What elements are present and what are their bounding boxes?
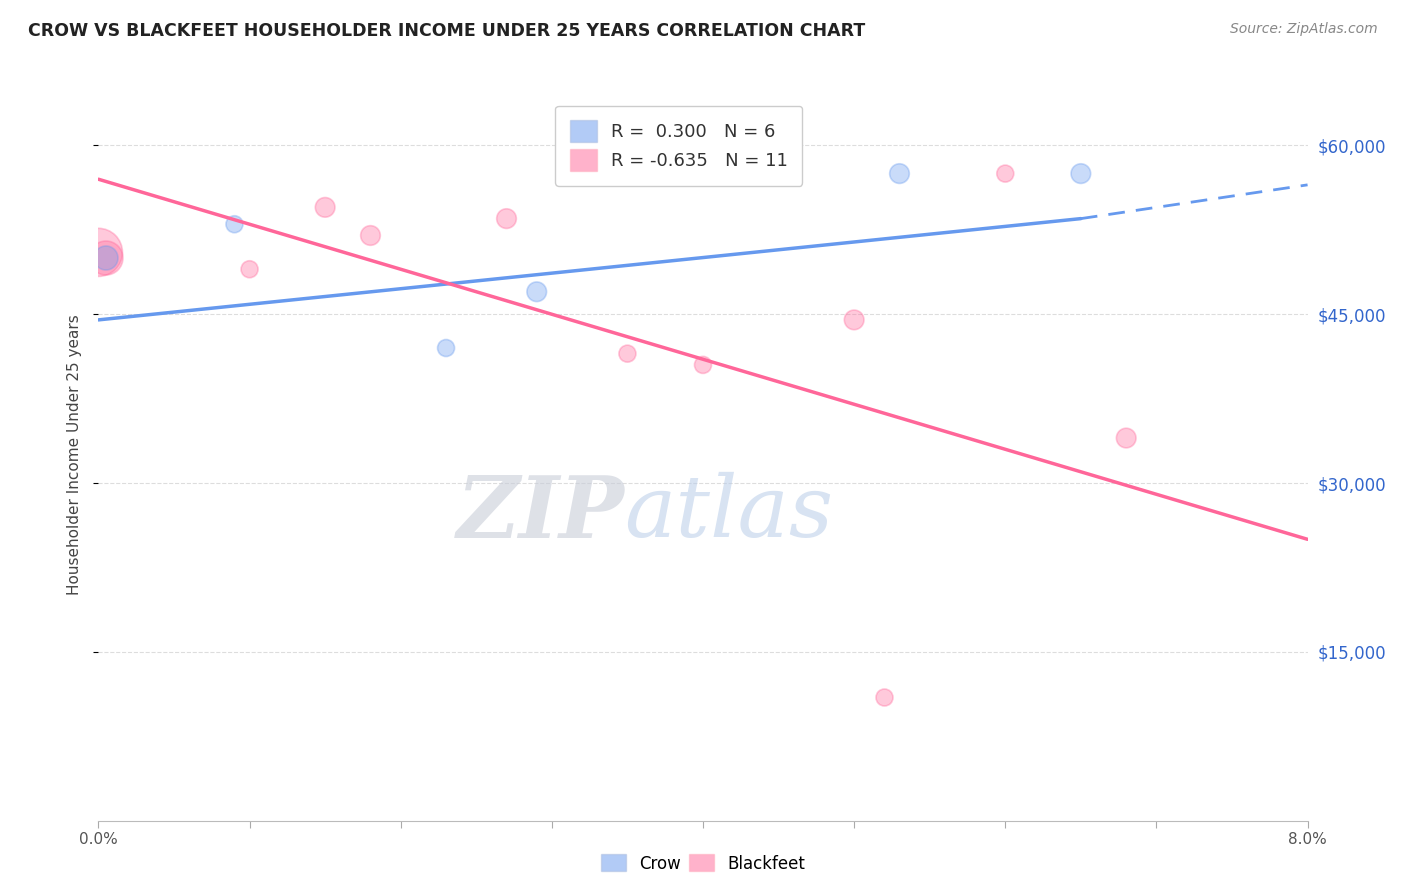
Point [616, 346, 638, 360]
Text: atlas: atlas [624, 472, 834, 555]
Point [692, 358, 714, 372]
Point [844, 313, 866, 327]
Point [87, 245, 110, 260]
Point [360, 228, 382, 243]
Point [889, 167, 911, 181]
Point [239, 262, 262, 277]
Point [526, 285, 548, 299]
Point [434, 341, 457, 355]
Text: Source: ZipAtlas.com: Source: ZipAtlas.com [1230, 22, 1378, 37]
Point [94, 251, 117, 265]
Point [94, 251, 117, 265]
Point [994, 167, 1017, 181]
Legend: R =  0.300   N = 6, R = -0.635   N = 11: R = 0.300 N = 6, R = -0.635 N = 11 [555, 105, 803, 186]
Point [224, 217, 246, 231]
Point [1070, 167, 1092, 181]
Point [495, 211, 517, 226]
Text: ZIP: ZIP [457, 472, 624, 555]
Point [314, 200, 336, 214]
Point [873, 690, 896, 704]
Text: CROW VS BLACKFEET HOUSEHOLDER INCOME UNDER 25 YEARS CORRELATION CHART: CROW VS BLACKFEET HOUSEHOLDER INCOME UND… [28, 22, 865, 40]
Legend: Crow, Blackfeet: Crow, Blackfeet [593, 847, 813, 880]
Point [1115, 431, 1137, 445]
Y-axis label: Householder Income Under 25 years: Householder Income Under 25 years [67, 315, 83, 595]
